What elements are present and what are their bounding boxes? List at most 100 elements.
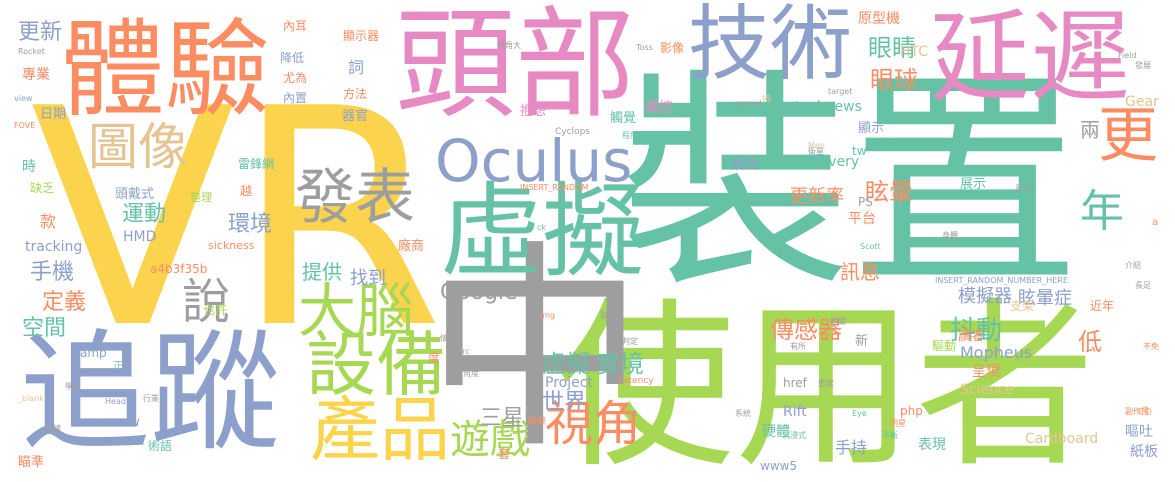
word: 找到 <box>350 268 386 289</box>
word: 運動 <box>122 202 167 227</box>
word: 使用者 <box>555 283 1096 482</box>
word: 遊戲 <box>450 417 530 463</box>
word: 器官 <box>342 109 369 124</box>
word: 呈現 <box>972 364 1000 380</box>
word: Science <box>960 382 1015 398</box>
word: 產品 <box>310 389 450 471</box>
word: 取決 <box>600 311 616 320</box>
word: 設備 <box>306 324 446 406</box>
word: 視角大 <box>497 41 521 50</box>
word: 表現 <box>918 437 946 453</box>
word: ck <box>537 223 547 232</box>
word: 低 <box>1078 328 1102 356</box>
word: technews <box>795 99 862 115</box>
word: 更 <box>1098 101 1158 171</box>
word: target <box>828 87 853 96</box>
word: a <box>1152 217 1159 228</box>
word: 內耳 <box>283 19 308 33</box>
word: PS <box>858 195 873 209</box>
word: n <box>768 69 774 79</box>
word: 虛擬 <box>440 173 644 292</box>
word: INSERT_RANDOM_NUMBER_HERE <box>935 276 1068 285</box>
word: INSERT_RANDOM_ <box>520 183 593 192</box>
word: 副作用 <box>1125 407 1149 416</box>
word: 方法 <box>343 87 368 101</box>
word: 近年 <box>1090 299 1115 313</box>
word: Scott <box>860 242 881 251</box>
word: www <box>108 415 140 430</box>
word: FOVE <box>14 121 36 130</box>
word: 降低 <box>280 51 305 65</box>
word: 日期 <box>40 107 67 122</box>
word: 更新 <box>18 20 63 45</box>
word: 追蹤 <box>20 317 281 469</box>
word: Head <box>105 397 126 406</box>
word: a4b3f35b <box>150 262 208 276</box>
word: 中 <box>425 222 646 478</box>
word: 提供 <box>302 260 342 284</box>
word: 年 <box>1080 186 1124 237</box>
word: 抖動 <box>950 316 1003 346</box>
word: Gear <box>1125 94 1159 110</box>
word: 影像 <box>660 41 685 55</box>
word: 情況 <box>440 334 456 343</box>
word: 更新率 <box>790 186 844 207</box>
word: 展示 <box>960 177 987 192</box>
word: 瞄準 <box>18 455 45 470</box>
word: 尤為 <box>283 71 308 85</box>
word: Cyclops <box>555 127 590 137</box>
word: 角度 <box>463 369 479 378</box>
word: 有所 <box>790 342 806 351</box>
word: 支架 <box>1010 299 1035 313</box>
word: 時 <box>22 159 36 175</box>
word: _blank <box>18 394 44 403</box>
word: 驅動 <box>932 339 957 353</box>
word: 模擬器 <box>958 286 1012 307</box>
word: 介紹 <box>1125 261 1141 270</box>
word: 世界 <box>542 390 587 415</box>
word: 眩暈 <box>865 178 913 206</box>
word: 內置 <box>283 91 308 105</box>
word: Men <box>808 141 825 150</box>
word: 越 <box>240 184 253 198</box>
word: 意見 <box>1015 184 1031 193</box>
word: Rocket <box>18 47 45 56</box>
word: Cardboard <box>1025 431 1099 447</box>
word: 缺乏 <box>30 181 55 195</box>
word: Mopheus <box>960 343 1033 362</box>
word: Project <box>545 375 593 391</box>
word: 發展 <box>1135 61 1151 70</box>
word: 正 <box>113 361 123 372</box>
word: php <box>900 404 923 418</box>
word: 款 <box>40 212 57 231</box>
word: 套 <box>498 447 511 461</box>
word: href <box>783 376 807 390</box>
word: 相關 <box>830 317 846 326</box>
word: 發表 <box>295 163 415 233</box>
word: 兩 <box>1080 118 1100 142</box>
word: 大腦 <box>298 277 415 345</box>
word: view <box>14 94 33 103</box>
word: cb <box>1138 404 1153 418</box>
word: 原型機 <box>858 11 900 27</box>
word: 抱怨 <box>520 104 547 119</box>
word: tracking <box>25 239 83 255</box>
word: 延遲 <box>930 0 1130 116</box>
word: sickness <box>208 239 255 252</box>
word: 東西 <box>730 157 758 173</box>
word: 也許 <box>203 303 228 317</box>
word: Rift <box>783 404 807 420</box>
word: HMD <box>123 229 157 245</box>
word: 頭部 <box>395 0 635 135</box>
word: 圖像 <box>88 118 188 176</box>
word: Oculus <box>435 127 633 195</box>
word: src <box>458 347 470 356</box>
word: 技術 <box>688 0 853 92</box>
word: 衛星 <box>808 147 824 156</box>
word: www5 <box>760 459 798 473</box>
word: 實境 <box>596 350 644 378</box>
word: 身體 <box>942 231 958 240</box>
word: 程序 <box>622 131 638 140</box>
word: 定義 <box>42 290 87 315</box>
